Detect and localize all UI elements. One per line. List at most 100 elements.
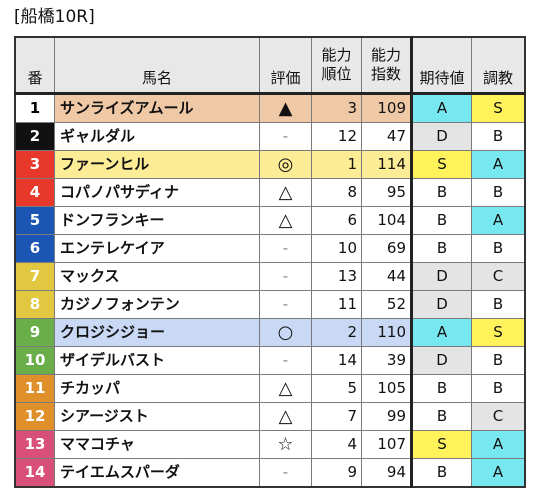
header-rank-line1: 能力: [321, 46, 352, 64]
expectation-grade: A: [411, 318, 472, 347]
training-grade: A: [471, 430, 526, 459]
table-header: 番 馬名 評価 能力 順位 能力 指数 期待値 調教: [14, 36, 526, 95]
ability-index: 104: [361, 206, 413, 235]
training-grade: A: [471, 458, 526, 488]
evaluation-mark: -: [259, 262, 312, 291]
evaluation-mark: ◎: [259, 150, 312, 179]
horse-name: ザイデルバスト: [54, 346, 260, 375]
horse-number: 13: [14, 430, 55, 459]
expectation-grade: A: [411, 93, 472, 123]
ability-index: 95: [361, 178, 413, 207]
header-index-line2: 指数: [370, 65, 401, 83]
evaluation-mark: -: [259, 234, 312, 263]
header-rank-line2: 順位: [321, 65, 352, 83]
table-row: 13 ママコチャ ☆ 4 107 S A: [14, 430, 526, 459]
horse-number: 10: [14, 346, 55, 375]
table-row: 11 チカッパ △ 5 105 B B: [14, 374, 526, 403]
ability-rank: 4: [311, 430, 362, 459]
table-row: 1 サンライズアムール ▲ 3 109 A S: [14, 93, 526, 123]
horse-name: マックス: [54, 262, 260, 291]
training-grade: B: [471, 374, 526, 403]
horse-number: 14: [14, 458, 55, 488]
expectation-grade: D: [411, 122, 472, 151]
ability-rank: 1: [311, 150, 362, 179]
horse-number: 4: [14, 178, 55, 207]
header-num: 番: [14, 36, 55, 95]
training-grade: B: [471, 178, 526, 207]
horse-name: クロジシジョー: [54, 318, 260, 347]
horse-name: ドンフランキー: [54, 206, 260, 235]
expectation-grade: D: [411, 346, 472, 375]
evaluation-mark: ▲: [259, 93, 312, 123]
expectation-grade: B: [411, 178, 472, 207]
expectation-grade: D: [411, 290, 472, 319]
training-grade: S: [471, 93, 526, 123]
ability-index: 52: [361, 290, 413, 319]
horse-number: 2: [14, 122, 55, 151]
training-grade: B: [471, 346, 526, 375]
header-expect: 期待値: [411, 36, 472, 95]
ability-index: 94: [361, 458, 413, 488]
evaluation-mark: -: [259, 122, 312, 151]
table-row: 10 ザイデルバスト -14 39 D B: [14, 346, 526, 375]
table-row: 6 エンテレケイア -10 69 B B: [14, 234, 526, 263]
horse-name: ファーンヒル: [54, 150, 260, 179]
ability-rank: 11: [311, 290, 362, 319]
horse-name: シアージスト: [54, 402, 260, 431]
evaluation-mark: △: [259, 402, 312, 431]
ability-rank: 12: [311, 122, 362, 151]
ability-rank: 13: [311, 262, 362, 291]
table-row: 4 コパノパサディナ △ 8 95 B B: [14, 178, 526, 207]
race-table: 番 馬名 評価 能力 順位 能力 指数 期待値 調教 1 サンライズアムール ▲ 3 1…: [14, 36, 526, 488]
training-grade: B: [471, 122, 526, 151]
header-eval: 評価: [259, 36, 312, 95]
horse-name: ママコチャ: [54, 430, 260, 459]
ability-index: 114: [361, 150, 413, 179]
expectation-grade: B: [411, 458, 472, 488]
ability-index: 39: [361, 346, 413, 375]
expectation-grade: D: [411, 262, 472, 291]
ability-rank: 8: [311, 178, 362, 207]
ability-index: 44: [361, 262, 413, 291]
table-row: 5 ドンフランキー △ 6 104 B A: [14, 206, 526, 235]
ability-rank: 14: [311, 346, 362, 375]
header-index-line1: 能力: [370, 46, 401, 64]
expectation-grade: S: [411, 430, 472, 459]
evaluation-mark: △: [259, 178, 312, 207]
horse-name: チカッパ: [54, 374, 260, 403]
ability-rank: 6: [311, 206, 362, 235]
table-row: 3 ファーンヒル ◎ 1 114 S A: [14, 150, 526, 179]
horse-name: コパノパサディナ: [54, 178, 260, 207]
horse-name: エンテレケイア: [54, 234, 260, 263]
expectation-grade: B: [411, 402, 472, 431]
expectation-grade: S: [411, 150, 472, 179]
horse-number: 1: [14, 93, 55, 123]
evaluation-mark: -: [259, 458, 312, 488]
ability-index: 105: [361, 374, 413, 403]
table-row: 14 テイエムスパーダ -9 94 B A: [14, 458, 526, 488]
evaluation-mark: ○: [259, 318, 312, 347]
ability-rank: 7: [311, 402, 362, 431]
horse-name: カジノフォンテン: [54, 290, 260, 319]
ability-rank: 2: [311, 318, 362, 347]
ability-rank: 3: [311, 93, 362, 123]
header-rank: 能力 順位: [311, 36, 362, 95]
expectation-grade: B: [411, 374, 472, 403]
horse-number: 8: [14, 290, 55, 319]
ability-rank: 10: [311, 234, 362, 263]
horse-name: テイエムスパーダ: [54, 458, 260, 488]
ability-rank: 9: [311, 458, 362, 488]
evaluation-mark: -: [259, 290, 312, 319]
horse-number: 5: [14, 206, 55, 235]
page-title: [船橋10R]: [14, 7, 95, 27]
horse-number: 12: [14, 402, 55, 431]
horse-number: 3: [14, 150, 55, 179]
expectation-grade: B: [411, 234, 472, 263]
ability-index: 110: [361, 318, 413, 347]
evaluation-mark: -: [259, 346, 312, 375]
horse-number: 6: [14, 234, 55, 263]
header-index: 能力 指数: [361, 36, 413, 95]
table-row: 2 ギャルダル -12 47 D B: [14, 122, 526, 151]
horse-number: 7: [14, 262, 55, 291]
table-row: 9 クロジシジョー ○ 2 110 A S: [14, 318, 526, 347]
